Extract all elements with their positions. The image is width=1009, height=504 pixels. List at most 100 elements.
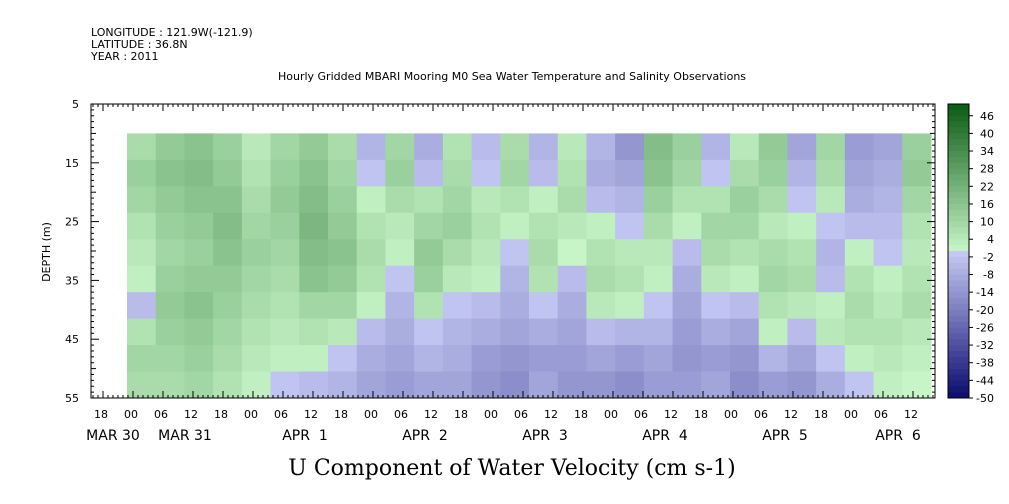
heatmap-cell [213,318,243,346]
heatmap-cell [758,318,788,346]
heatmap-cell [672,239,702,267]
colorbar-band [948,251,969,258]
heatmap-cell [643,345,674,373]
heatmap-cell [356,186,386,214]
heatmap-cell [844,212,875,240]
heatmap-cell [385,318,415,346]
heatmap-cell [672,265,702,293]
heatmap-cell [471,371,501,399]
colorbar-band [948,245,969,252]
heatmap-cell [241,345,272,373]
x-hour-label: 18 [574,408,588,421]
heatmap-cell [557,292,587,320]
colorbar-band [948,327,969,334]
heatmap-cell [241,318,272,346]
year-label: YEAR : 2011 [90,50,159,63]
heatmap-cell [701,318,731,346]
colorbar-band [948,292,969,299]
colorbar-band [948,151,969,158]
heatmap-cell [213,292,243,320]
heatmap-cell [414,159,444,187]
heatmap-cell [787,239,817,267]
heatmap-cell [442,371,473,399]
heatmap-cell [615,265,645,293]
x-hour-label: 18 [694,408,708,421]
x-hour-label: 12 [664,408,678,421]
heatmap-cell [902,318,932,346]
x-day-label: APR 4 [642,428,688,444]
colorbar-label: -26 [976,321,994,334]
heatmap-cell [414,371,444,399]
heatmap-cell [500,265,530,293]
colorbar-band [948,356,969,364]
heatmap-cell [902,345,932,373]
colorbar-label: -32 [976,339,994,352]
heatmap-cell [213,212,243,240]
heatmap-cell [270,186,300,214]
y-tick-label: 15 [65,157,79,170]
x-hour-label: 00 [604,408,618,421]
heatmap-cell [787,186,817,214]
heatmap-cell [787,212,817,240]
heatmap-cell [270,292,300,320]
heatmap-cell [557,133,587,161]
heatmap-cell [328,186,358,214]
heatmap-cell [241,186,272,214]
heatmap-cell [816,292,846,320]
heatmap-cell [787,159,817,187]
heatmap-cell [701,345,731,373]
heatmap-cell [643,265,674,293]
heatmap-cell [844,371,875,399]
heatmap-cell [385,239,415,267]
heatmap-cell [155,186,185,214]
heatmap-cell [471,186,501,214]
heatmap-cell [385,159,415,187]
heatmap-cell [672,318,702,346]
heatmap-cell [500,133,530,161]
heatmap-cell [844,265,875,293]
heatmap-cell [270,371,300,399]
y-tick-label: 35 [65,274,79,287]
heatmap-cell [701,212,731,240]
heatmap-cell [816,212,846,240]
heatmap-cell [270,212,300,240]
heatmap-cell [442,239,473,267]
colorbar-band [948,392,969,399]
heatmap-cell [184,371,214,399]
heatmap-cell [500,371,530,399]
heatmap-cell [758,133,788,161]
heatmap-cell [356,265,386,293]
heatmap-cell [328,318,358,346]
heatmap-cell [816,265,846,293]
heatmap-cell [557,265,587,293]
colorbar-band [948,186,969,193]
colorbar-band [948,174,969,181]
heatmap-cell [471,292,501,320]
y-tick-label: 25 [65,216,79,229]
heatmap-cell [902,186,932,214]
heatmap-cell [730,133,760,161]
heatmap-cell [270,133,300,161]
heatmap-cell [213,186,243,214]
heatmap-cell [672,186,702,214]
heatmap-cell [787,345,817,373]
heatmap-cell [586,318,616,346]
heatmap-cell [902,265,932,293]
colorbar-band [948,198,969,205]
heatmap-cell [328,345,358,373]
colorbar-band [948,215,969,222]
heatmap-cell [385,265,415,293]
x-hour-label: 18 [214,408,228,421]
heatmap-cell [213,133,243,161]
heatmap-cell [442,345,473,373]
heatmap-cell [529,345,559,373]
heatmap-cell [787,371,817,399]
heatmap-cell [241,371,272,399]
heatmap-cells [127,133,932,399]
heatmap-cell [643,186,674,214]
heatmap-cell [672,133,702,161]
colorbar-band [948,145,969,152]
heatmap-cell [414,265,444,293]
chart-x-title: U Component of Water Velocity (cm s-1) [288,456,735,481]
heatmap-cell [127,265,157,293]
